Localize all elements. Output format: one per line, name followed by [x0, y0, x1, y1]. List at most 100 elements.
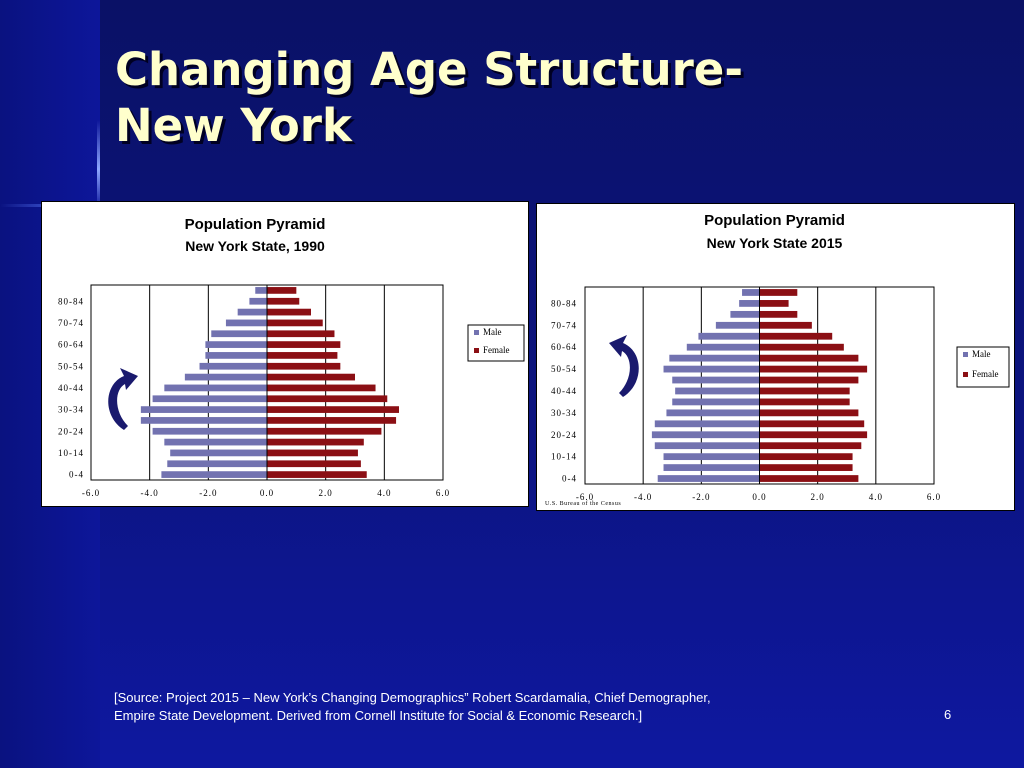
y-tick-label: 60-64: [551, 342, 577, 352]
bar-male-30-34: [140, 406, 267, 413]
y-tick-label: 50-54: [58, 361, 84, 371]
bar-male-50-54: [199, 362, 267, 370]
legend-swatch-female: [963, 372, 968, 377]
bar-male-70-74: [225, 319, 267, 327]
bar-male-60-64: [205, 341, 267, 348]
bar-female-65-69: [759, 332, 833, 340]
y-tick-label: 80-84: [58, 296, 84, 306]
pyramid-chart-1990: Population Pyramid New York State, 1990 -6…: [41, 201, 529, 507]
y-tick-label: 20-24: [551, 430, 577, 440]
x-tick-label: -4.0: [141, 488, 159, 498]
bar-male-15-19: [654, 442, 760, 450]
source-line-2: Empire State Development. Derived from C…: [114, 708, 643, 723]
bar-female-10-14: [267, 449, 358, 457]
bar-female-70-74: [267, 319, 323, 327]
legend-label-male: Male: [972, 349, 991, 359]
bar-male-80-84: [739, 300, 760, 307]
legend-swatch-male: [474, 330, 479, 335]
bar-female-75-79: [759, 310, 798, 318]
bar-female-55-59: [267, 352, 338, 359]
bar-female-20-24: [759, 431, 868, 439]
bar-female-40-44: [759, 387, 850, 395]
bar-male-10-14: [663, 453, 760, 461]
bar-female-0-4: [267, 471, 367, 478]
bar-female-60-64: [267, 341, 341, 348]
x-tick-label: -6.0: [82, 488, 100, 498]
title-line-2: New York: [115, 99, 352, 152]
bar-male-40-44: [164, 384, 267, 392]
y-tick-label: 40-44: [551, 386, 577, 396]
y-tick-label: 70-74: [551, 320, 577, 330]
bar-male-50-54: [663, 365, 760, 373]
bar-female-70-74: [759, 321, 812, 329]
legend-swatch-female: [474, 348, 479, 353]
bar-male-75-79: [237, 308, 267, 316]
bar-female-85+: [267, 287, 297, 294]
y-tick-label: 10-14: [551, 452, 577, 462]
bar-male-55-59: [205, 352, 267, 359]
curved-arrow-icon: [108, 368, 138, 430]
bar-male-45-49: [672, 376, 760, 384]
legend-label-male: Male: [483, 327, 502, 337]
y-tick-label: 30-34: [551, 408, 577, 418]
x-tick-label: 4.0: [377, 488, 391, 498]
y-tick-label: 60-64: [58, 340, 84, 350]
curved-arrow-icon: [609, 335, 639, 397]
y-tick-label: 50-54: [551, 364, 577, 374]
bar-male-20-24: [651, 431, 760, 439]
bar-female-30-34: [267, 406, 399, 413]
bar-male-70-74: [715, 321, 760, 329]
x-tick-label: -2.0: [692, 492, 710, 502]
bar-male-35-39: [672, 398, 760, 406]
bar-male-85+: [255, 287, 267, 294]
curved-arrow-shape: [609, 335, 639, 397]
bar-female-35-39: [267, 395, 388, 403]
pyramid-chart-1990-svg: Population Pyramid New York State, 1990 -6…: [58, 216, 525, 498]
bar-female-55-59: [759, 354, 859, 362]
y-tick-label: 20-24: [58, 426, 84, 436]
bar-female-50-54: [759, 365, 868, 373]
x-tick-label: 2.0: [319, 488, 333, 498]
bar-female-15-19: [267, 438, 364, 446]
bar-female-5-9: [759, 464, 853, 471]
bar-female-0-4: [759, 475, 859, 482]
x-tick-label: -2.0: [199, 488, 217, 498]
bar-female-25-29: [759, 420, 865, 428]
bar-female-85+: [759, 289, 798, 296]
x-tick-label: 2.0: [811, 492, 825, 502]
bar-male-20-24: [152, 427, 267, 435]
bar-male-75-79: [730, 310, 760, 318]
chart-subtitle: New York State 2015: [707, 235, 843, 251]
bar-male-10-14: [170, 449, 267, 457]
bar-male-80-84: [249, 297, 267, 305]
curved-arrow-shape: [108, 368, 138, 430]
source-citation: [Source: Project 2015 – New York’s Chang…: [114, 689, 711, 725]
bar-male-60-64: [686, 343, 760, 351]
y-tick-label: 80-84: [551, 298, 577, 308]
bar-female-35-39: [759, 398, 850, 406]
bar-female-5-9: [267, 460, 361, 468]
legend-swatch-male: [963, 352, 968, 357]
pyramid-chart-2015-svg: Population Pyramid New York State 2015 -6.…: [545, 212, 1010, 507]
bar-female-80-84: [759, 300, 789, 307]
x-tick-label: 0.0: [260, 488, 274, 498]
chart-footnote: U.S. Bureau of the Census: [545, 500, 621, 507]
bar-male-35-39: [152, 395, 267, 403]
x-tick-label: 4.0: [869, 492, 883, 502]
y-tick-label: 40-44: [58, 383, 84, 393]
bar-female-10-14: [759, 453, 853, 461]
bar-female-80-84: [267, 297, 300, 305]
x-tick-label: -6.0: [576, 492, 594, 502]
bar-male-30-34: [666, 409, 760, 417]
bar-male-55-59: [669, 354, 760, 362]
bar-male-25-29: [654, 420, 760, 428]
x-tick-label: 0.0: [752, 492, 766, 502]
bar-male-65-69: [698, 332, 760, 340]
y-tick-label: 70-74: [58, 318, 84, 328]
bar-male-65-69: [211, 330, 267, 338]
bar-female-15-19: [759, 442, 862, 450]
x-tick-label: -4.0: [634, 492, 652, 502]
x-tick-label: 6.0: [436, 488, 450, 498]
bar-male-15-19: [164, 438, 267, 446]
source-line-1: [Source: Project 2015 – New York’s Chang…: [114, 690, 711, 705]
